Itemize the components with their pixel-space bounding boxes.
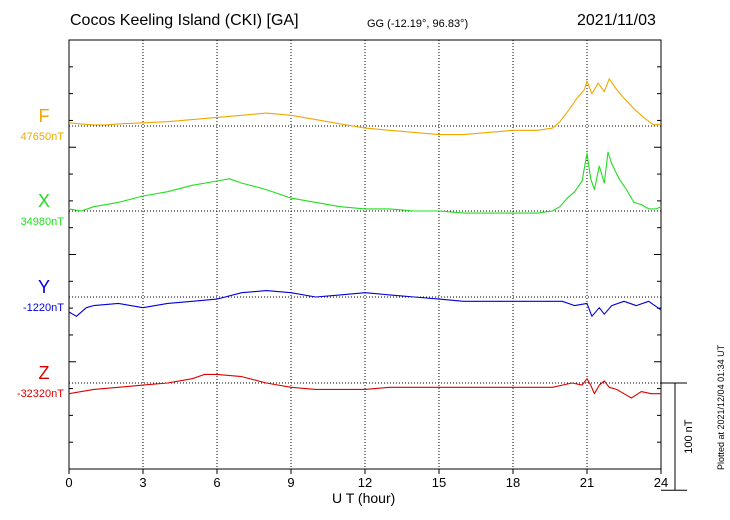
x-axis-label: U T (hour) <box>332 490 396 506</box>
x-tick-label-6: 6 <box>213 475 220 490</box>
scale-bar: 100 nT <box>661 382 695 491</box>
trace-z <box>68 373 661 399</box>
x-axis-ticks: 0 3 6 9 12 15 18 21 24 <box>65 469 668 490</box>
x-tick-label-0: 0 <box>65 475 72 490</box>
trace-y <box>68 290 662 317</box>
x-tick-label-12: 12 <box>358 475 372 490</box>
x-tick-label-18: 18 <box>506 475 520 490</box>
x-tick-label-3: 3 <box>139 475 146 490</box>
baseline-value-z: -32320nT <box>16 388 64 400</box>
scale-bar-label: 100 nT <box>683 419 695 454</box>
x-tick-label-9: 9 <box>287 475 294 490</box>
station-coordinates: GG (-12.19°, 96.83°) <box>367 18 469 30</box>
x-tick-label-21: 21 <box>580 475 594 490</box>
traces <box>68 78 662 399</box>
trace-x <box>68 151 662 214</box>
baseline-value-x: 34980nT <box>20 216 64 228</box>
baseline-value-y: -1220nT <box>23 302 64 314</box>
y-axis-ticks <box>69 39 661 470</box>
vertical-grid <box>142 40 588 469</box>
x-tick-label-24: 24 <box>654 475 668 490</box>
component-label-f: F <box>38 106 50 126</box>
station-title: Cocos Keeling Island (CKI) [GA] <box>70 12 299 29</box>
x-tick-label-15: 15 <box>432 475 446 490</box>
component-label-x: X <box>37 191 50 211</box>
plot-date: 2021/11/03 <box>577 12 656 29</box>
component-label-z: Z <box>38 363 50 383</box>
plotted-timestamp: Plotted at 2021/12/04 01:34 UT <box>716 344 726 470</box>
baseline-value-f: 47650nT <box>20 131 64 143</box>
component-label-y: Y <box>37 277 50 297</box>
baselines <box>69 125 661 384</box>
trace-f <box>68 78 662 136</box>
